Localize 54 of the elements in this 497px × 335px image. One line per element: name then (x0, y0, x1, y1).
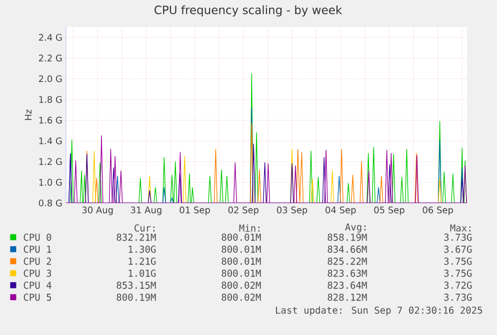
text: 828.12M (328, 294, 367, 301)
text: 800.02M (222, 294, 261, 301)
text: 853.15M (116, 282, 156, 289)
text: 832.21M (116, 234, 156, 241)
text: 3.75G (444, 270, 472, 277)
x-tick-label: 03 Sep (276, 206, 308, 216)
x-tick-label: 31 Aug (130, 206, 162, 216)
x-tick-label: 06 Sep (422, 206, 453, 216)
text: Avg: (345, 224, 366, 232)
legend-label: CPU 3 (24, 270, 52, 277)
text: Cur: (134, 224, 155, 232)
text: 1.21G (128, 258, 156, 265)
text: 858.19M (328, 234, 367, 241)
legend-label: CPU 0 (24, 234, 52, 241)
text: 3.73G (444, 234, 472, 241)
chart-title: CPU frequency scaling - by week (154, 5, 342, 16)
text: 3.73G (444, 294, 472, 301)
text: Last update: Sun Sep 7 02:30:16 2025 (276, 306, 482, 316)
text: 825.22M (328, 258, 367, 265)
y-tick-label: 2.2 G (38, 54, 62, 62)
text: 1.30G (128, 246, 156, 253)
legend-label: CPU 5 (24, 294, 52, 301)
y-tick-label: 2.0 G (38, 75, 62, 82)
x-tick-label: 01 Sep (180, 206, 210, 216)
text: 800.01M (222, 246, 261, 253)
y-tick-label: 1.0 G (39, 178, 62, 186)
text: 823.64M (328, 282, 367, 289)
text: Max: (450, 224, 471, 232)
text: 800.02M (222, 282, 261, 289)
x-tick-label: 02 Sep (228, 206, 259, 216)
text: 800.19M (116, 294, 156, 301)
y-tick-label: 1.6 G (39, 116, 62, 124)
x-tick-label: 04 Sep (326, 206, 356, 216)
y-tick-label: 1.8 G (39, 96, 62, 103)
legend-label: CPU 1 (24, 246, 52, 253)
y-axis-title: Hz (24, 110, 32, 120)
text: 3.67G (444, 246, 472, 253)
text: 800.01M (222, 258, 261, 265)
text: 800.01M (222, 234, 261, 241)
legend-label: CPU 2 (24, 258, 51, 265)
x-tick-label: 05 Sep (374, 206, 404, 216)
text: Min: (239, 224, 260, 232)
y-tick-label: 1.2 G (39, 158, 62, 165)
legend-label: CPU 4 (24, 282, 52, 289)
text: 3.75G (444, 258, 472, 265)
text: 834.66M (328, 246, 367, 253)
y-tick-label: 1.4 G (39, 137, 62, 144)
text: 1.01G (128, 270, 156, 277)
text: 3.72G (444, 282, 472, 289)
text: 800.01M (222, 270, 261, 277)
x-tick-label: 30 Aug (82, 206, 113, 216)
text: 823.63M (328, 270, 367, 277)
y-tick-label: 2.4 G (38, 34, 62, 41)
y-tick-label: 0.8 G (38, 200, 62, 206)
